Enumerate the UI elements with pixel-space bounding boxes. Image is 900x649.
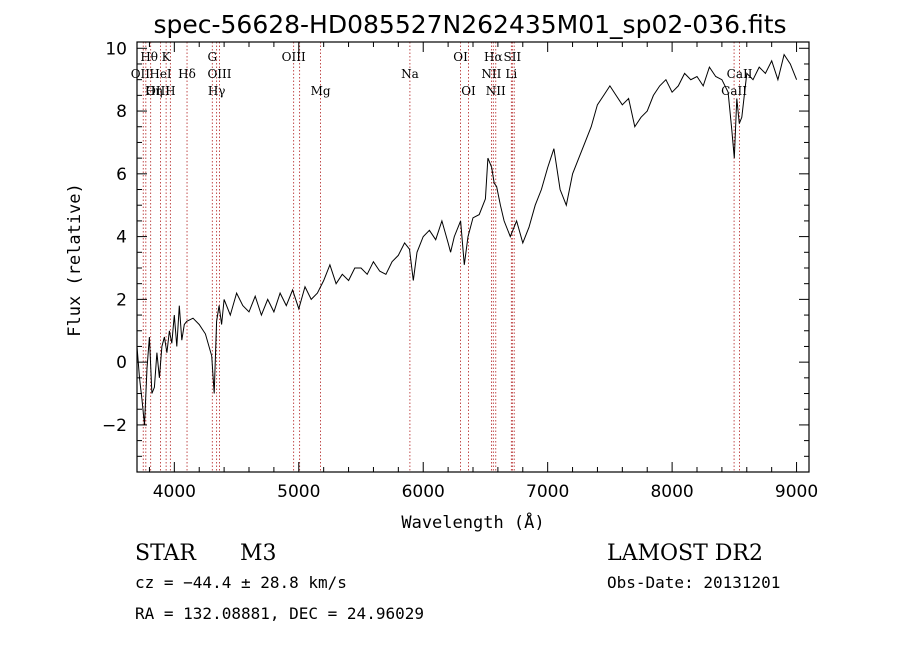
line-marker-label: OI [461, 84, 476, 98]
line-marker-label: Hθ [140, 50, 158, 64]
line-marker-label: OI [453, 50, 468, 64]
x-axis-ticks: 4000 5000 6000 7000 8000 9000 [148, 42, 818, 502]
line-marker-label: CaII [727, 67, 753, 81]
line-marker-label: Mg [311, 84, 331, 98]
x-tick-label: 5000 [277, 482, 320, 502]
x-tick-label: 9000 [775, 482, 818, 502]
line-marker-label: OII [131, 67, 151, 81]
y-axis-label: Flux (relative) [65, 183, 85, 337]
line-marker-label: OIII [146, 84, 170, 98]
x-tick-label: 8000 [650, 482, 693, 502]
object-class: STAR [135, 541, 197, 566]
line-marker-label: CaII [721, 84, 747, 98]
y-axis-ticks: −2 0 2 4 6 8 10 [102, 39, 809, 457]
line-marker-label: Na [401, 67, 419, 81]
object-subclass: M3 [240, 541, 277, 566]
x-tick-label: 4000 [153, 482, 196, 502]
y-tick-label: 0 [116, 353, 127, 373]
line-marker-label: G [207, 50, 217, 64]
y-tick-label: 2 [116, 290, 127, 310]
line-marker-label: Li [505, 67, 517, 81]
line-marker-label: OIII [282, 50, 306, 64]
y-tick-label: 8 [116, 102, 127, 122]
line-marker-label: Hδ [178, 67, 196, 81]
spectrum-series-line [136, 53, 798, 425]
line-marker-label: NII [481, 67, 501, 81]
line-marker-label: K [162, 50, 172, 64]
x-tick-label: 6000 [402, 482, 445, 502]
line-marker-label: Hγ [208, 84, 226, 98]
y-tick-label: 10 [105, 39, 127, 59]
x-axis-label: Wavelength (Å) [401, 511, 544, 533]
sky-coordinates: RA = 132.08881, DEC = 24.96029 [135, 604, 424, 623]
x-tick-label: 7000 [526, 482, 569, 502]
redshift-cz: cz = −44.4 ± 28.8 km/s [135, 573, 347, 592]
line-marker-labels: Hθ OII OIII K HeI Hη HHδ G OIII Hγ OIII Mg Na OI OI Hα S… [131, 50, 753, 98]
observation-date: Obs-Date: 20131201 [607, 573, 780, 592]
line-marker-label: NII [486, 84, 506, 98]
chart-title: spec-56628-HD085527N262435M01_sp02-036.f… [153, 10, 786, 39]
y-tick-label: 6 [116, 165, 127, 185]
survey-name: LAMOST DR2 [607, 541, 763, 566]
y-tick-label: −2 [102, 416, 127, 436]
y-tick-label: 4 [116, 228, 127, 248]
plot-frame [136, 41, 810, 473]
line-marker-label: HeI [149, 67, 172, 81]
line-marker-label: Hα [484, 50, 503, 64]
line-markers [142, 42, 740, 472]
line-marker-label: Hη [145, 84, 163, 98]
line-marker-label: SII [503, 50, 521, 64]
line-marker-label: H [165, 84, 175, 98]
line-marker-label: OIII [207, 67, 231, 81]
